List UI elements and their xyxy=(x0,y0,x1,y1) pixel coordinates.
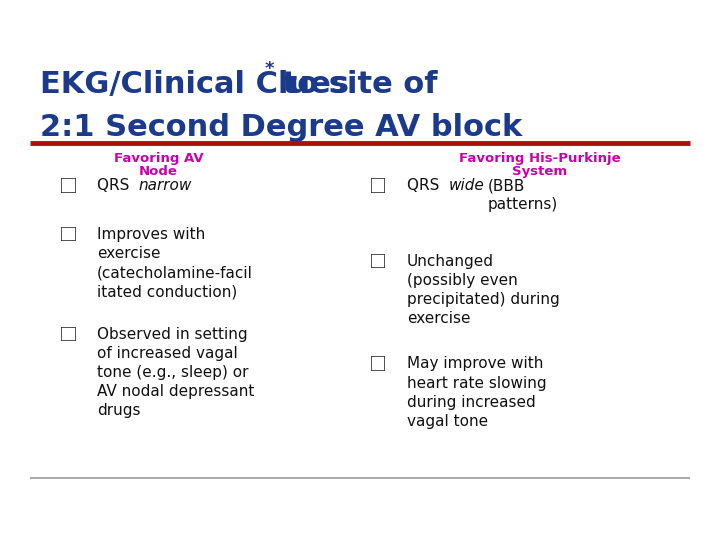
Text: *: * xyxy=(265,60,274,78)
Text: Favoring AV: Favoring AV xyxy=(114,152,203,165)
Text: narrow: narrow xyxy=(139,178,192,193)
Text: Unchanged
(possibly even
precipitated) during
exercise: Unchanged (possibly even precipitated) d… xyxy=(407,254,559,326)
Text: to site of: to site of xyxy=(272,70,438,99)
Text: QRS: QRS xyxy=(97,178,135,193)
Text: Observed in setting
of increased vagal
tone (e.g., sleep) or
AV nodal depressant: Observed in setting of increased vagal t… xyxy=(97,327,255,418)
Text: May improve with
heart rate slowing
during increased
vagal tone: May improve with heart rate slowing duri… xyxy=(407,356,546,429)
Text: Improves with
exercise
(catecholamine-facil
itated conduction): Improves with exercise (catecholamine-fa… xyxy=(97,227,253,299)
Text: wide: wide xyxy=(449,178,485,193)
Text: EKG/Clinical Clues: EKG/Clinical Clues xyxy=(40,70,348,99)
Text: 2:1 Second Degree AV block: 2:1 Second Degree AV block xyxy=(40,113,522,143)
Text: System: System xyxy=(513,165,567,178)
Text: (BBB
patterns): (BBB patterns) xyxy=(487,178,558,212)
Text: Favoring His-Purkinje: Favoring His-Purkinje xyxy=(459,152,621,165)
Text: QRS: QRS xyxy=(407,178,444,193)
Text: Node: Node xyxy=(139,165,178,178)
